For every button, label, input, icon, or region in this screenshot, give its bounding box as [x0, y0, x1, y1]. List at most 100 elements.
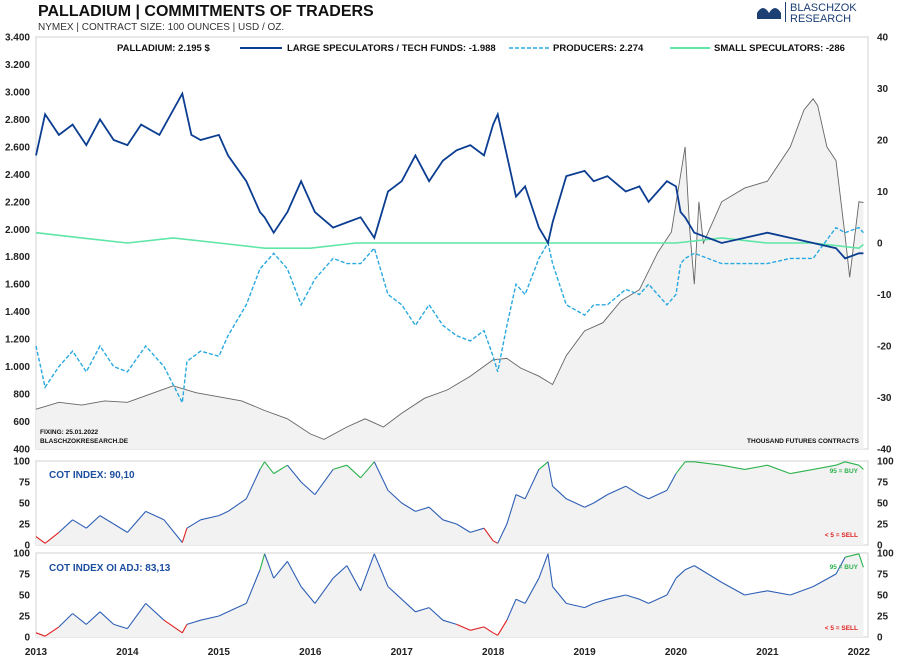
cot-index-label: COT INDEX: 90,10: [49, 470, 135, 481]
cot-segment: [607, 485, 626, 496]
cot-area: [36, 461, 864, 545]
cot-adj-segment: [373, 553, 389, 587]
cot-adj-right-tick: 50: [877, 591, 889, 602]
cot-adj-segment: [415, 607, 430, 613]
series-large-speculators: [35, 91, 864, 260]
cot-segment: [85, 515, 101, 529]
cot-adj-area: [36, 553, 864, 637]
cot-adj-segment: [483, 626, 494, 634]
left-axis-tick: 2.000: [5, 225, 30, 236]
x-axis-tick: 2015: [208, 647, 231, 658]
cot-adj-segment: [58, 613, 73, 628]
cot-segment: [99, 515, 114, 525]
cot-adj-segment: [286, 561, 302, 587]
cot-segment: [767, 464, 791, 475]
cot-adj-segment: [593, 598, 608, 604]
left-axis-tick: 1.800: [5, 252, 30, 263]
legend-palladium: PALLADIUM: 2.195 $: [117, 43, 210, 54]
cot-adj-segment: [273, 561, 288, 579]
brand-logo: BLASCHZOK RESEARCH: [757, 2, 857, 25]
left-axis-tick: 3.400: [5, 33, 30, 44]
cot-adj-segment: [300, 586, 316, 604]
cot-adj-left-tick: 25: [19, 612, 31, 623]
left-axis-tick: 1.400: [5, 307, 30, 318]
cot-right-tick: 0: [877, 541, 883, 552]
series-palladium-price: [35, 98, 864, 440]
cot-segment: [259, 461, 266, 470]
cot-adj-segment: [332, 565, 348, 579]
main-axis-ticks: 3.400 3.200 3.000 2.800 2.600 2.400 2.200 2.000…: [5, 33, 892, 456]
cot-adj-left-tick: 75: [19, 570, 31, 581]
cot-segment: [483, 527, 494, 542]
cot-adj-segment: [648, 594, 668, 604]
cot-adj-segment: [163, 619, 183, 634]
cot-segment: [200, 515, 220, 521]
cot-adj-segment: [346, 565, 362, 592]
cot-sell-note: < 5 = SELL: [825, 532, 858, 539]
cot-segment: [58, 519, 73, 533]
cot-adj-segment: [844, 553, 860, 558]
cot-adj-series-layer: [35, 553, 864, 637]
cot-adj-right-tick: 25: [877, 612, 889, 623]
cot-adj-right-tick: 100: [877, 549, 894, 560]
right-axis-tick: 0: [877, 239, 883, 250]
cot-segment: [186, 519, 201, 529]
logo-mark-icon: [757, 8, 781, 19]
left-axis-tick: 1.600: [5, 280, 30, 291]
cot-adj-segment: [456, 623, 471, 631]
cot-series-layer: [35, 461, 864, 545]
main-series-layer: [35, 91, 864, 440]
legend: PALLADIUM: 2.195 $ LARGE SPECULATORS / T…: [117, 43, 845, 54]
cot-adj-segment: [515, 598, 526, 604]
left-axis-tick: 3.200: [5, 60, 30, 71]
x-axis-tick: 2022: [848, 647, 871, 658]
cot-segment: [566, 498, 585, 508]
cot-adj-right-tick: 75: [877, 570, 889, 581]
cot-adj-segment: [858, 553, 864, 568]
cot-adj-segment: [145, 602, 165, 621]
x-axis-tick: 2017: [391, 647, 414, 658]
right-axis-tick: -10: [877, 290, 892, 301]
x-axis-tick: 2016: [299, 647, 322, 658]
cot-adj-segment: [767, 590, 791, 596]
right-axis-tick: 30: [877, 84, 889, 95]
cot-adj-segment: [675, 569, 686, 579]
cot-segment: [44, 531, 60, 544]
cot-adj-segment: [227, 602, 247, 613]
cot-segment: [181, 528, 188, 543]
cot-adj-segment: [666, 577, 677, 596]
chart-subtitle: NYMEX | CONTRACT SIZE: 100 OUNCES | USD …: [38, 22, 284, 33]
cot-segment: [790, 468, 814, 475]
cot-adj-segment: [314, 577, 334, 604]
cot-left-tick: 50: [19, 499, 31, 510]
legend-small-spec: SMALL SPECULATORS: -286: [714, 43, 845, 54]
cot-adj-segment: [694, 565, 722, 583]
cot-segment: [35, 536, 46, 544]
cot-axis-ticks: 100 100 75 75 50 50 25 25 0 0: [13, 457, 894, 552]
cot-adj-segment: [181, 624, 188, 634]
cot-segment: [314, 469, 334, 495]
left-axis-tick: 800: [13, 390, 30, 401]
cot-adj-segment: [470, 626, 485, 631]
cot-segment: [552, 485, 567, 500]
cot-adj-left-tick: 100: [13, 549, 30, 560]
cot-adj-sell-note: < 5 = SELL: [825, 625, 858, 632]
legend-large-spec: LARGE SPECULATORS / TECH FUNDS: -1.988: [287, 43, 496, 54]
x-axis-labels: 2013 2014 2015 2016 2017 2018 2019 2020 2021 2022: [25, 647, 871, 658]
cot-adj-segment: [35, 632, 46, 637]
cot-segment: [456, 523, 471, 533]
cot-segment: [584, 502, 594, 508]
cot-segment: [442, 519, 457, 525]
cot-segment: [401, 502, 416, 512]
left-axis-tick: 2.400: [5, 170, 30, 181]
cot-segment: [273, 464, 288, 475]
cot-segment: [300, 481, 316, 496]
cot-adj-segment: [259, 553, 266, 570]
cot-segment: [515, 494, 526, 500]
x-axis-tick: 2014: [116, 647, 139, 658]
right-axis-tick: -30: [877, 393, 892, 404]
right-axis-tick: 10: [877, 187, 889, 198]
cot-adj-segment: [72, 613, 87, 625]
